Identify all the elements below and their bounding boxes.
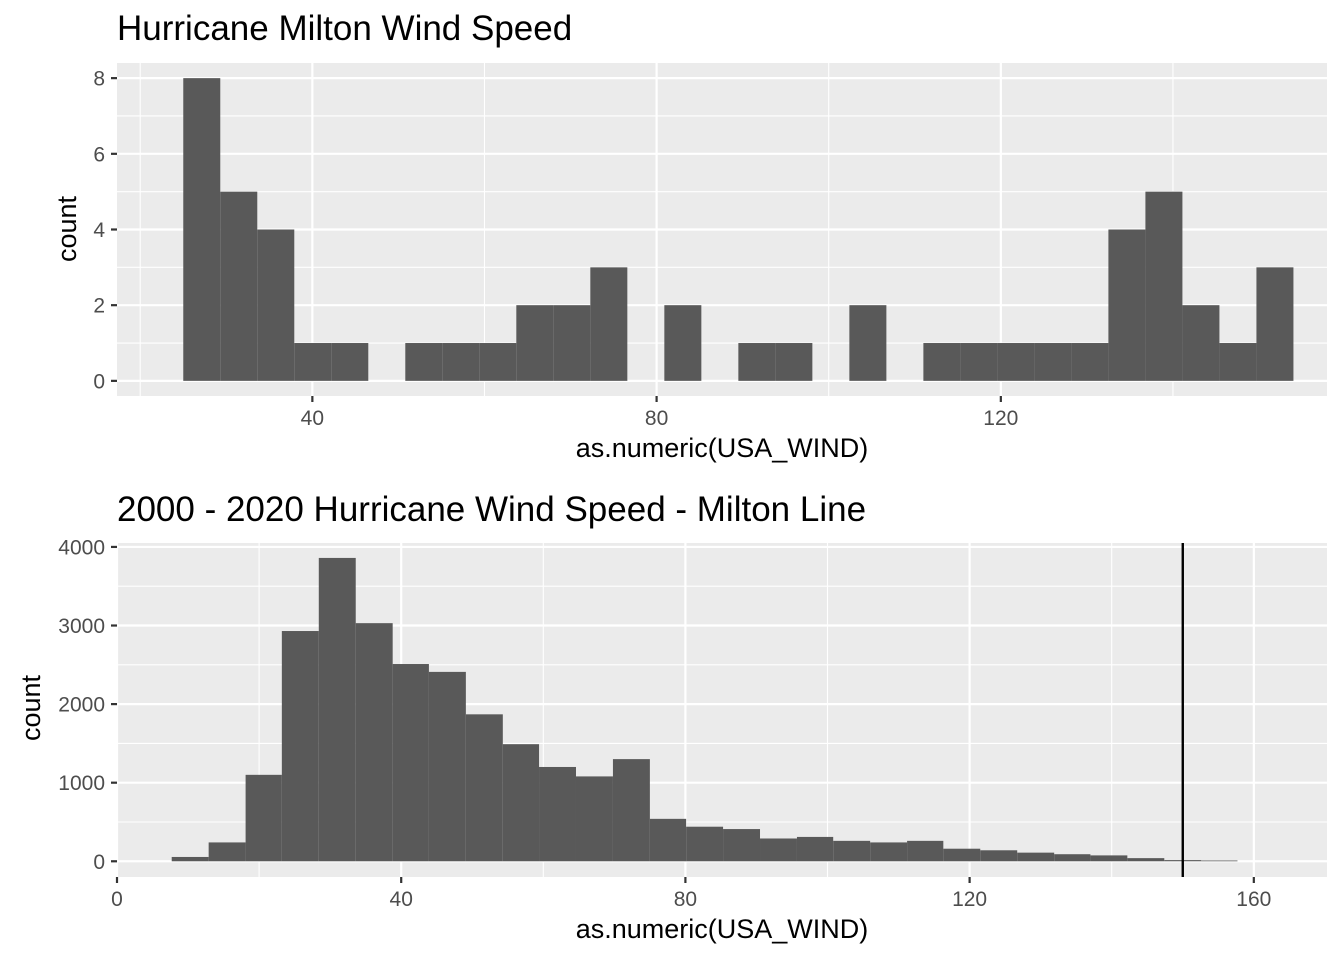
histogram-bar — [1145, 191, 1183, 381]
chart2-title: 2000 - 2020 Hurricane Wind Speed - Milto… — [117, 490, 866, 529]
y-tick-label: 6 — [93, 143, 105, 166]
histogram-bar — [405, 343, 443, 381]
histogram-bar — [907, 840, 944, 862]
histogram-bar — [355, 623, 393, 862]
y-tick-label: 8 — [93, 68, 105, 91]
chart1-title: Hurricane Milton Wind Speed — [117, 9, 572, 48]
y-tick-label: 0 — [93, 370, 105, 393]
histogram-bar — [1034, 343, 1072, 381]
histogram-bar — [331, 343, 369, 381]
y-tick-label: 4 — [93, 219, 105, 242]
y-tick-label: 0 — [93, 851, 105, 874]
chart2-bars — [171, 557, 1238, 862]
chart2-y-axis-title: count — [16, 674, 46, 741]
histogram-bar — [1201, 860, 1238, 862]
x-tick-label: 0 — [111, 888, 123, 911]
histogram-bar — [1127, 858, 1165, 862]
histogram-bar — [428, 671, 466, 862]
histogram-bar — [997, 343, 1035, 381]
x-tick-label: 40 — [301, 407, 324, 430]
histogram-bar — [183, 78, 221, 381]
histogram-bar — [1054, 854, 1091, 862]
histogram-bar — [1017, 852, 1055, 862]
chart2-axes: 0 40 80 120 160 0 1000 2000 3000 4000 — [58, 536, 1271, 911]
histogram-bar — [479, 343, 517, 381]
histogram-bar — [294, 343, 332, 381]
histogram-bar — [539, 766, 576, 862]
histogram-bar — [738, 343, 776, 381]
histogram-bar — [318, 557, 356, 862]
histogram-bar — [760, 838, 797, 862]
histogram-bar — [943, 848, 981, 862]
chart1-bars — [183, 78, 1294, 381]
x-tick-label: 80 — [645, 407, 668, 430]
chart1-axes: 40 80 120 0 2 4 6 8 — [93, 68, 1018, 430]
chart1-x-axis-title: as.numeric(USA_WIND) — [576, 433, 869, 463]
histogram-bar — [281, 631, 319, 862]
y-tick-label: 2000 — [58, 694, 105, 717]
histogram-bar — [171, 856, 209, 862]
histogram-bar — [649, 818, 687, 862]
histogram-bar — [590, 267, 628, 381]
histogram-bar — [208, 842, 246, 862]
histogram-bar — [465, 714, 503, 862]
histogram-bar — [612, 759, 650, 862]
histogram-bar — [686, 826, 724, 862]
histogram-bar — [575, 776, 613, 862]
histogram-bar — [960, 343, 998, 381]
histogram-bar — [775, 343, 813, 381]
histogram-bar — [1071, 343, 1109, 381]
histogram-bar — [796, 836, 834, 862]
histogram-bar — [1182, 305, 1220, 381]
histogram-bar — [723, 829, 761, 862]
chart2-x-axis-title: as.numeric(USA_WIND) — [576, 914, 869, 944]
x-tick-label: 160 — [1236, 888, 1271, 911]
histogram-bar — [1090, 855, 1128, 862]
histogram-bar — [442, 343, 480, 381]
histogram-bar — [870, 842, 908, 862]
histogram-bar — [1219, 343, 1257, 381]
chart1-y-axis-title: count — [52, 195, 82, 262]
histogram-bar — [980, 850, 1018, 862]
x-tick-label: 120 — [983, 407, 1018, 430]
histogram-bar — [220, 191, 258, 381]
histogram-bar — [1256, 267, 1294, 381]
histogram-bar — [664, 305, 702, 381]
histogram-bar — [849, 305, 887, 381]
histogram-bar — [833, 840, 871, 862]
chart1-gridlines — [117, 63, 1327, 396]
x-tick-label: 40 — [390, 888, 413, 911]
histogram-bar — [516, 305, 554, 381]
histogram-bar — [502, 744, 540, 862]
histogram-bar — [553, 305, 591, 381]
histogram-bar — [245, 774, 282, 862]
histogram-bar — [923, 343, 961, 381]
histogram-bar — [257, 229, 295, 381]
y-tick-label: 1000 — [58, 772, 105, 795]
y-tick-label: 4000 — [58, 536, 105, 559]
x-tick-label: 80 — [674, 888, 697, 911]
histogram-bar — [1108, 229, 1146, 381]
x-tick-label: 120 — [952, 888, 987, 911]
y-tick-label: 3000 — [58, 615, 105, 638]
y-tick-label: 2 — [93, 295, 105, 318]
histogram-bar — [392, 664, 429, 862]
